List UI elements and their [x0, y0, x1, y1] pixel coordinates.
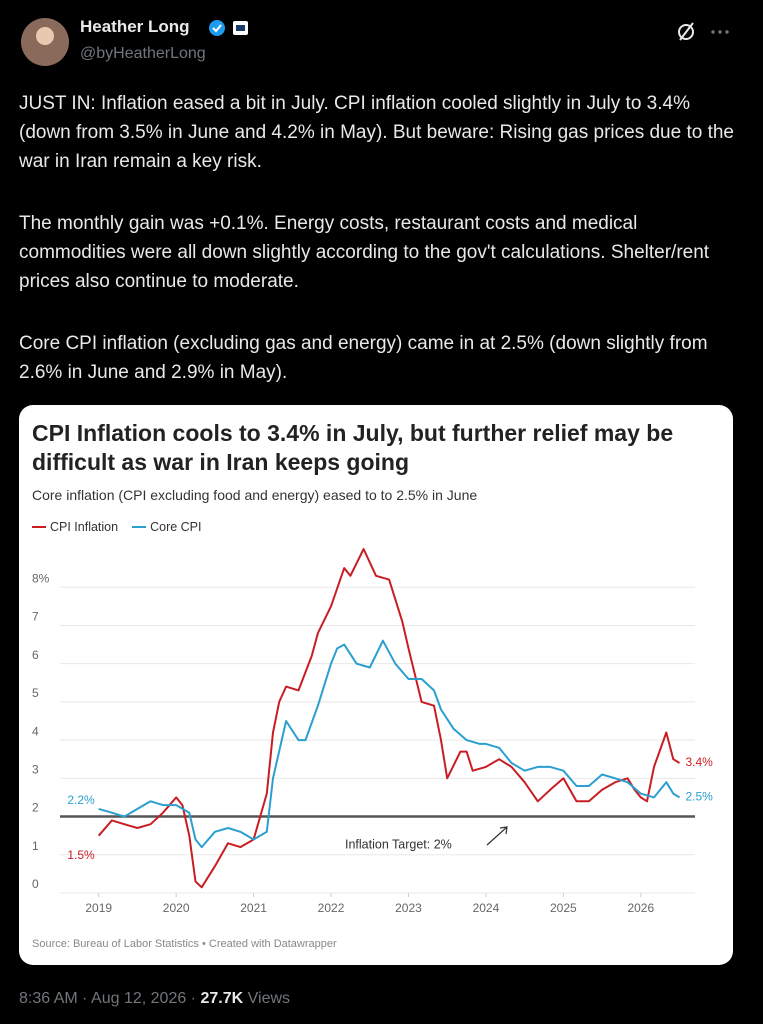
- grok-icon[interactable]: [678, 24, 694, 40]
- views-count: 27.7K: [200, 990, 244, 1007]
- verified-check: [212, 24, 222, 33]
- annotation-arrow: [486, 826, 508, 846]
- x-tick-label: 2023: [395, 901, 422, 915]
- end-label: 2.5%: [686, 790, 714, 804]
- x-tick-label: 2022: [318, 901, 345, 915]
- views-label: Views: [247, 990, 291, 1007]
- legend-swatch: [132, 526, 147, 528]
- grok-slash: [679, 22, 694, 41]
- y-tick-label: 5: [32, 686, 39, 700]
- tweet-paragraph: Core CPI inflation (excluding gas and en…: [19, 333, 708, 383]
- y-tick-label: 8%: [32, 571, 50, 585]
- x-tick-label: 2021: [240, 901, 267, 915]
- tweet-paragraph: JUST IN: Inflation eased a bit in July. …: [19, 93, 734, 172]
- more-dot[interactable]: [718, 30, 722, 34]
- more-dot[interactable]: [725, 30, 729, 34]
- tweet-paragraph: The monthly gain was +0.1%. Energy costs…: [19, 213, 710, 292]
- header-icons: [21, 18, 729, 66]
- end-label: 3.4%: [686, 755, 714, 769]
- source: Source: Bureau of Labor Statistics • Cre…: [32, 938, 337, 950]
- tweet-footer: 8:36 AM · Aug 12, 2026 · 27.7K Views: [19, 990, 290, 1008]
- legend: CPI Inflation Core CPI: [32, 520, 202, 534]
- legend-label: Core CPI: [150, 520, 202, 534]
- series-line: [97, 548, 681, 889]
- y-tick-label: 1: [32, 839, 39, 853]
- legend-item: CPI Inflation: [32, 520, 118, 534]
- legend-label: CPI Inflation: [50, 520, 119, 534]
- chart-title: CPI Inflation cools to 3.4% in July, but…: [32, 420, 674, 475]
- more-dot[interactable]: [711, 30, 715, 34]
- org-badge-inner: [236, 25, 245, 31]
- y-tick-label: 0: [32, 877, 39, 891]
- target-label: Inflation Target: 2%: [345, 837, 452, 851]
- y-tick-label: 3: [32, 763, 39, 777]
- author-name[interactable]: Heather Long: [80, 17, 190, 36]
- y-tick-label: 6: [32, 648, 39, 662]
- author-handle[interactable]: @byHeatherLong: [80, 45, 206, 62]
- y-tick-label: 4: [32, 724, 39, 738]
- legend-item: Core CPI: [132, 520, 202, 534]
- y-tick-label: 2: [32, 801, 39, 815]
- verified-badge: [209, 20, 225, 36]
- chart-card[interactable]: CPI Inflation cools to 3.4% in July, but…: [19, 405, 733, 965]
- start-label: 2.2%: [67, 793, 95, 807]
- timestamp[interactable]: 8:36 AM · Aug 12, 2026 ·: [19, 990, 197, 1007]
- x-tick-label: 2025: [550, 901, 577, 915]
- plot: Source: Bureau of Labor Statistics • Cre…: [32, 548, 714, 950]
- series-line: [98, 639, 681, 849]
- chart-subtitle: Core inflation (CPI excluding food and e…: [32, 487, 478, 503]
- x-tick-label: 2019: [85, 901, 112, 915]
- avatar-face: [36, 27, 54, 45]
- legend-swatch: [32, 526, 46, 528]
- x-tick-label: 2026: [627, 901, 654, 915]
- y-tick-label: 7: [32, 610, 39, 624]
- x-tick-label: 2024: [473, 901, 500, 915]
- start-label: 1.5%: [67, 848, 95, 862]
- x-tick-label: 2020: [163, 901, 190, 915]
